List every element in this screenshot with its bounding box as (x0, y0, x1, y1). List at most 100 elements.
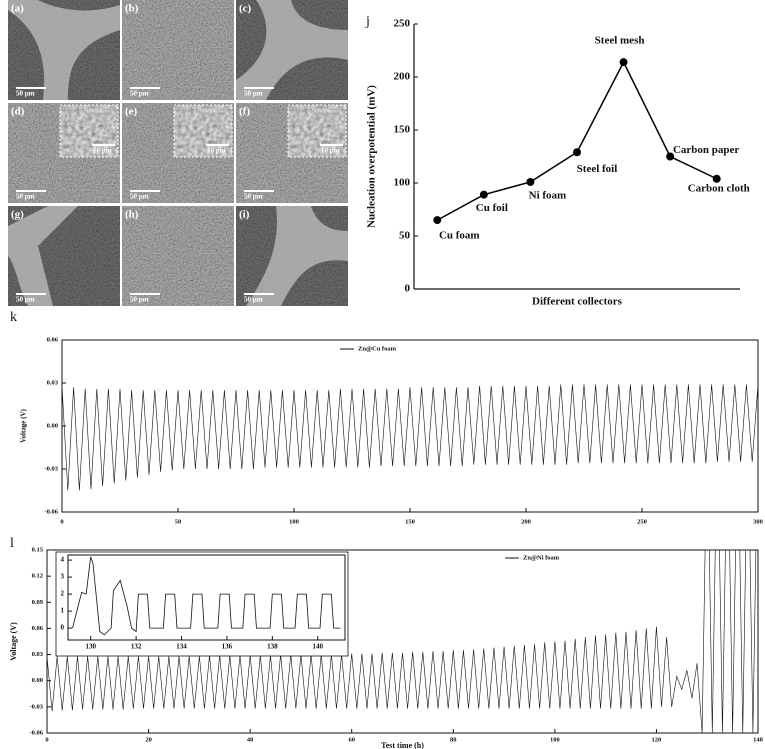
y-tick-label: 1 (61, 607, 65, 615)
y-tick-label: 0.00 (32, 677, 43, 684)
scale-text: 50 μm (16, 90, 35, 98)
sem-label: (i) (239, 209, 250, 221)
y-tick-label: 0.12 (32, 573, 43, 580)
x-tick-label: 100 (550, 736, 560, 743)
y-tick-label: 0.06 (47, 336, 59, 343)
sem-inset: 10 μm (59, 104, 119, 158)
sem-strut (8, 206, 78, 306)
inset-texture (60, 105, 118, 157)
sem-label: (g) (11, 209, 24, 221)
sem-image: (i) 50 μm (236, 206, 348, 306)
sem-image: (d) 50 μm 10 μm (8, 103, 120, 203)
sem-image: (b) 50 μm (122, 0, 234, 100)
scale-text: 50 μm (16, 296, 35, 304)
data-point (619, 58, 628, 67)
y-tick-label: 100 (394, 177, 411, 189)
inset-background (55, 551, 349, 657)
x-tick-label: 100 (289, 518, 299, 525)
y-tick-label: -0.06 (29, 729, 43, 736)
data-point (479, 190, 488, 199)
x-tick-label: 50 (175, 518, 182, 525)
x-tick-label: 80 (450, 736, 457, 743)
sem-label: (c) (239, 3, 252, 15)
legend-label: Zn@Ni foam (523, 554, 560, 561)
y-tick-label: 150 (394, 124, 411, 136)
data-point (573, 148, 581, 157)
y-tick-label: 0.15 (32, 546, 44, 553)
y-tick-label: 0.06 (32, 625, 44, 632)
point-label: Carbon cloth (688, 182, 750, 194)
point-label: Cu foam (439, 230, 480, 242)
chart-panel: j 0 50 100 150 200 250 Nucleation overpotential… (365, 14, 750, 307)
x-axis-title: Test time (h) (381, 741, 424, 749)
sem-label: (f) (239, 106, 250, 118)
x-tick-label: 132 (131, 643, 142, 651)
inset-frame (287, 104, 347, 158)
legend-label: Zn@Cu foam (358, 345, 397, 352)
x-tick-label: 140 (753, 736, 763, 743)
panel-label: l (10, 536, 14, 551)
scale-text: 50 μm (130, 296, 149, 304)
sem-label: (e) (125, 106, 138, 118)
y-axis-title: Voltage (V) (9, 622, 18, 661)
sem-image: (h) 50 μm (122, 206, 234, 306)
x-axis-title: Different collectors (532, 296, 623, 308)
point-label: Carbon paper (673, 144, 739, 156)
sem-texture (122, 206, 234, 306)
plot-frame (46, 549, 759, 734)
data-line (47, 550, 757, 733)
inset-texture (174, 105, 232, 157)
x-tick-label: 140 (313, 643, 324, 651)
scale-text: 50 μm (244, 90, 263, 98)
y-tick-label: 250 (394, 18, 411, 30)
x-tick-label: 250 (637, 518, 647, 525)
plot-frame (61, 339, 759, 513)
x-tick-label: 60 (348, 736, 355, 743)
y-tick-label: 50 (399, 230, 411, 242)
data-point (666, 152, 675, 161)
y-axis-title: Nucleation overpotential (mV) (366, 85, 378, 228)
scale-text: 50 μm (244, 193, 263, 201)
scale-text: 50 μm (130, 193, 149, 201)
inset-frame (59, 104, 119, 158)
inset-scale-text: 10 μm (321, 147, 340, 155)
data-line (62, 384, 758, 491)
sem-inset: 10 μm (287, 104, 347, 158)
y-axis-title: Voltage (V) (20, 408, 28, 442)
sem-image: (a) 50 μm (8, 0, 120, 100)
y-tick-label: 0.03 (47, 379, 59, 386)
sem-shade (122, 206, 234, 306)
panel-label: j (365, 14, 370, 29)
x-tick-label: 134 (176, 643, 187, 651)
sem-label: (b) (125, 3, 139, 15)
sem-strut (246, 206, 348, 306)
chart-panel: k -0.06 -0.03 0.00 0.03 0.06 0 50 100 150 200 250 30… (10, 310, 763, 525)
data-line (436, 60, 718, 221)
x-tick-label: 20 (145, 736, 152, 743)
y-tick-label: -0.03 (29, 703, 43, 710)
data-point (433, 216, 442, 225)
y-tick-label: 0 (405, 283, 411, 295)
data-point (712, 174, 721, 183)
y-tick-label: 0.09 (32, 599, 44, 606)
x-tick-label: 120 (652, 736, 662, 743)
sem-texture (122, 0, 234, 100)
y-tick-label: 0.00 (47, 422, 58, 429)
y-tick-label: -0.03 (44, 465, 58, 472)
y-tick-label: 200 (394, 71, 411, 83)
scale-text: 50 μm (16, 193, 35, 201)
inset-scale-text: 10 μm (207, 147, 226, 155)
sem-strut (8, 0, 120, 100)
x-tick-label: 130 (85, 643, 96, 651)
chart-panel: l-0.06-0.030.000.030.060.090.120.150 20 40… (9, 536, 763, 749)
sem-strut (236, 0, 348, 100)
sem-label: (h) (125, 209, 139, 221)
x-tick-label: 138 (267, 643, 278, 651)
data-line (72, 556, 341, 636)
x-tick-label: 0 (45, 736, 48, 743)
x-tick-label: 40 (247, 736, 254, 743)
y-tick-label: 4 (61, 556, 65, 564)
point-label: Cu foil (476, 202, 508, 214)
